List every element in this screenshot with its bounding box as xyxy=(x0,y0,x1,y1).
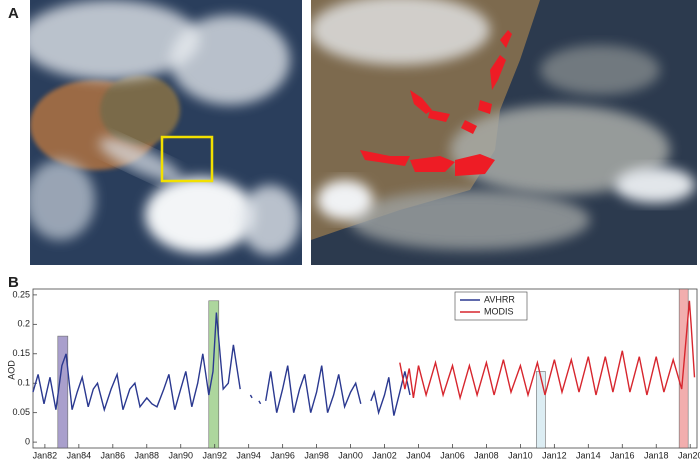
data-line xyxy=(399,300,696,401)
panel-label: A xyxy=(8,5,19,22)
x-tick-label: Jan98 xyxy=(304,450,329,460)
x-tick-label: Jan84 xyxy=(67,450,92,460)
x-tick-label: Jan92 xyxy=(202,450,227,460)
y-tick-label: 0.1 xyxy=(17,378,30,388)
y-tick-label: 0 xyxy=(25,436,30,446)
data-line xyxy=(32,312,411,416)
satellite-image-left xyxy=(30,0,302,265)
y-tick-label: 0.15 xyxy=(12,348,30,358)
x-tick-label: Jan00 xyxy=(338,450,363,460)
y-tick-label: 0.05 xyxy=(12,407,30,417)
highlight-box xyxy=(536,371,546,449)
legend-label: AVHRR xyxy=(484,294,515,304)
x-tick-label: Jan18 xyxy=(644,450,669,460)
legend-box xyxy=(454,291,528,321)
x-tick-label: Jan10 xyxy=(508,450,533,460)
satellite-image-right xyxy=(311,0,697,265)
x-tick-label: Jan06 xyxy=(440,450,465,460)
x-tick-label: Jan20 xyxy=(678,450,700,460)
y-tick-label: 0.2 xyxy=(17,319,30,329)
highlight-box xyxy=(57,335,69,449)
y-tick-label: 0.25 xyxy=(12,289,30,299)
panel-label: B xyxy=(8,274,19,291)
x-tick-label: Jan16 xyxy=(610,450,635,460)
plot-frame xyxy=(32,288,698,449)
x-tick-label: Jan94 xyxy=(236,450,261,460)
legend-label: MODIS xyxy=(484,306,514,316)
x-tick-label: Jan04 xyxy=(406,450,431,460)
x-tick-label: Jan90 xyxy=(168,450,193,460)
x-tick-label: Jan96 xyxy=(270,450,295,460)
x-tick-label: Jan02 xyxy=(372,450,397,460)
x-tick-label: Jan86 xyxy=(101,450,126,460)
x-tick-label: Jan08 xyxy=(474,450,499,460)
y-axis-label: AOD xyxy=(6,360,16,380)
x-tick-label: Jan88 xyxy=(135,450,160,460)
x-tick-label: Jan82 xyxy=(33,450,58,460)
plot: 0 0.05 0.1 0.15 0.2 0.25 Jan82 Jan84 Jan86 Jan88 J… xyxy=(12,288,700,460)
highlight-box xyxy=(208,300,220,449)
x-tick-label: Jan12 xyxy=(542,450,567,460)
x-tick-label: Jan14 xyxy=(576,450,601,460)
